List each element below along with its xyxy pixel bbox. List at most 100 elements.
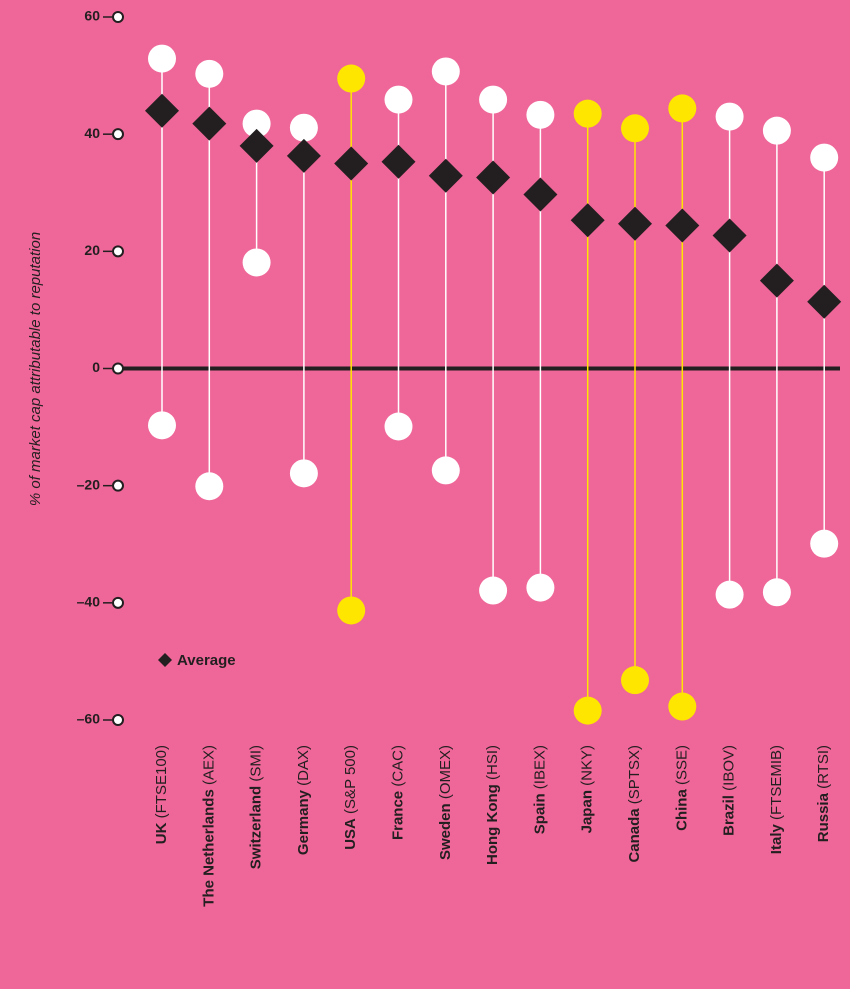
high-dot (573, 99, 602, 128)
country-name: China (673, 789, 690, 831)
country-name: France (389, 791, 406, 840)
x-tick-label: Russia (RTSI) (815, 745, 832, 842)
y-tick-label: 60 (84, 8, 100, 24)
low-dot (148, 411, 176, 440)
high-dot (715, 102, 744, 131)
y-tick-label: 40 (84, 125, 100, 141)
index-name: (DAX) (295, 745, 312, 786)
average-marker (381, 144, 416, 179)
high-dot (431, 57, 460, 86)
high-dot (195, 59, 224, 88)
high-dot (479, 85, 508, 114)
high-dot (384, 85, 413, 114)
country-name: Canada (626, 808, 643, 863)
x-tick-label: UK (FTSE100) (153, 745, 170, 844)
index-name: (SMI) (248, 745, 265, 782)
index-name: (AEX) (200, 745, 217, 785)
country-name: Spain (531, 793, 548, 834)
tick-circle (112, 362, 124, 375)
low-dot (621, 666, 649, 695)
x-tick-label: Brazil (IBOV) (721, 745, 738, 836)
y-tick-label: –60 (77, 711, 101, 727)
high-dot (289, 113, 318, 142)
tick-circle (112, 128, 124, 141)
low-dot (384, 412, 413, 441)
country-name: Sweden (437, 803, 454, 860)
low-dot (668, 692, 697, 721)
average-marker (239, 128, 274, 163)
country-name: The Netherlands (200, 789, 217, 907)
high-dot (242, 109, 271, 138)
y-tick-label: –40 (77, 594, 101, 610)
index-name: (SSE) (673, 745, 690, 785)
average-marker (665, 208, 700, 243)
country-name: Japan (579, 790, 596, 833)
average-marker (712, 218, 747, 253)
low-dot (337, 596, 366, 625)
low-dot (715, 580, 744, 609)
low-dot (526, 573, 555, 602)
x-tick-label: Sweden (OMEX) (437, 745, 454, 860)
average-marker (476, 160, 511, 195)
y-tick-label: 0 (92, 359, 100, 375)
average-marker (192, 106, 227, 141)
y-tick-label: –20 (77, 476, 101, 492)
tick-circle (112, 11, 124, 23)
low-dot (431, 456, 460, 485)
x-tick-label: Germany (DAX) (295, 745, 312, 855)
high-dot (810, 143, 839, 172)
x-tick-label: Japan (NKY) (579, 745, 596, 833)
tick-circle (112, 245, 124, 258)
country-name: Germany (295, 789, 312, 855)
country-name: Brazil (721, 795, 738, 836)
index-name: (IBEX) (531, 745, 548, 789)
index-name: (FTSEMIB) (768, 745, 785, 820)
high-dot (526, 100, 555, 129)
index-name: (IBOV) (721, 745, 738, 791)
country-name: Russia (815, 792, 832, 842)
country-name: USA (342, 818, 359, 850)
x-tick-label: Italy (FTSEMIB) (768, 745, 785, 854)
tick-circle (112, 596, 124, 609)
x-tick-label: France (CAC) (389, 745, 406, 840)
low-dot (289, 459, 318, 488)
country-name: Hong Kong (484, 784, 501, 865)
high-dot (668, 94, 697, 123)
y-axis-label: % of market cap attributable to reputati… (27, 232, 44, 506)
legend-marker (158, 653, 172, 667)
tick-circle (112, 479, 124, 492)
x-tick-label: China (SSE) (673, 745, 690, 831)
average-marker (759, 263, 794, 298)
country-name: UK (153, 822, 170, 844)
x-tick-label: USA (S&P 500) (342, 745, 359, 850)
y-tick-label: 20 (84, 242, 100, 258)
x-tick-label: The Netherlands (AEX) (200, 745, 217, 907)
average-marker (145, 93, 179, 128)
average-marker (570, 203, 605, 238)
average-marker (807, 284, 842, 319)
index-name: (OMEX) (437, 745, 454, 799)
average-marker (523, 177, 558, 212)
x-tick-label: Canada (SPTSX) (626, 745, 643, 863)
low-dot (479, 576, 508, 605)
average-marker (428, 158, 463, 193)
country-name: Switzerland (248, 786, 265, 869)
average-marker (618, 206, 652, 241)
index-name: (HSI) (484, 745, 501, 780)
index-name: (RTSI) (815, 745, 832, 789)
tick-circle (112, 714, 124, 726)
low-dot (762, 578, 791, 607)
index-name: (CAC) (389, 745, 406, 787)
low-dot (573, 696, 602, 725)
x-tick-label: Hong Kong (HSI) (484, 745, 501, 865)
high-dot (337, 64, 366, 93)
index-name: (NKY) (579, 745, 596, 786)
index-name: (FTSE100) (153, 745, 170, 818)
legend-label: Average (177, 652, 236, 669)
index-name: (SPTSX) (626, 745, 643, 804)
high-dot (762, 116, 791, 145)
country-name: Italy (768, 824, 785, 855)
x-tick-label: Switzerland (SMI) (248, 745, 265, 869)
average-marker (334, 146, 369, 181)
